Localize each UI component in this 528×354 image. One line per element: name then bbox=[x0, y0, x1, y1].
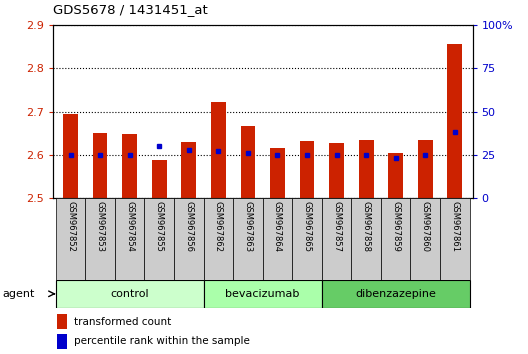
Bar bbox=[57, 334, 68, 348]
Bar bbox=[86, 198, 115, 280]
Text: GSM967857: GSM967857 bbox=[332, 201, 341, 252]
Text: agent: agent bbox=[3, 289, 35, 299]
Text: transformed count: transformed count bbox=[74, 316, 171, 327]
Bar bbox=[329, 143, 344, 198]
Text: GSM967854: GSM967854 bbox=[125, 201, 134, 252]
Text: bevacizumab: bevacizumab bbox=[225, 289, 300, 299]
Bar bbox=[410, 198, 440, 280]
Bar bbox=[174, 198, 204, 280]
Bar bbox=[270, 148, 285, 198]
Bar bbox=[351, 198, 381, 280]
Bar bbox=[204, 198, 233, 280]
Bar bbox=[440, 198, 469, 280]
Bar bbox=[211, 102, 226, 198]
Bar bbox=[56, 198, 86, 280]
Text: dibenzazepine: dibenzazepine bbox=[355, 289, 436, 299]
Text: GSM967858: GSM967858 bbox=[362, 201, 371, 252]
Text: GSM967855: GSM967855 bbox=[155, 201, 164, 252]
Text: GSM967863: GSM967863 bbox=[243, 201, 252, 252]
Bar bbox=[447, 44, 462, 198]
Text: GSM967859: GSM967859 bbox=[391, 201, 400, 252]
Bar bbox=[263, 198, 292, 280]
Bar bbox=[93, 133, 108, 198]
Bar bbox=[322, 198, 351, 280]
Text: GSM967852: GSM967852 bbox=[66, 201, 75, 252]
Text: control: control bbox=[110, 289, 149, 299]
Bar bbox=[56, 280, 204, 308]
Bar bbox=[299, 141, 314, 198]
Bar bbox=[388, 153, 403, 198]
Bar bbox=[152, 160, 167, 198]
Text: GSM967861: GSM967861 bbox=[450, 201, 459, 252]
Bar bbox=[204, 280, 322, 308]
Bar bbox=[233, 198, 263, 280]
Text: GSM967853: GSM967853 bbox=[96, 201, 105, 252]
Text: GSM967865: GSM967865 bbox=[303, 201, 312, 252]
Bar bbox=[57, 314, 68, 329]
Bar bbox=[182, 142, 196, 198]
Text: GSM967862: GSM967862 bbox=[214, 201, 223, 252]
Bar bbox=[359, 140, 373, 198]
Bar bbox=[122, 133, 137, 198]
Bar bbox=[241, 126, 256, 198]
Bar bbox=[322, 280, 469, 308]
Bar bbox=[145, 198, 174, 280]
Text: GDS5678 / 1431451_at: GDS5678 / 1431451_at bbox=[53, 3, 208, 16]
Text: GSM967856: GSM967856 bbox=[184, 201, 193, 252]
Bar bbox=[381, 198, 410, 280]
Bar bbox=[115, 198, 145, 280]
Text: GSM967860: GSM967860 bbox=[421, 201, 430, 252]
Bar bbox=[63, 114, 78, 198]
Text: GSM967864: GSM967864 bbox=[273, 201, 282, 252]
Text: percentile rank within the sample: percentile rank within the sample bbox=[74, 336, 250, 346]
Bar bbox=[418, 140, 432, 198]
Bar bbox=[292, 198, 322, 280]
